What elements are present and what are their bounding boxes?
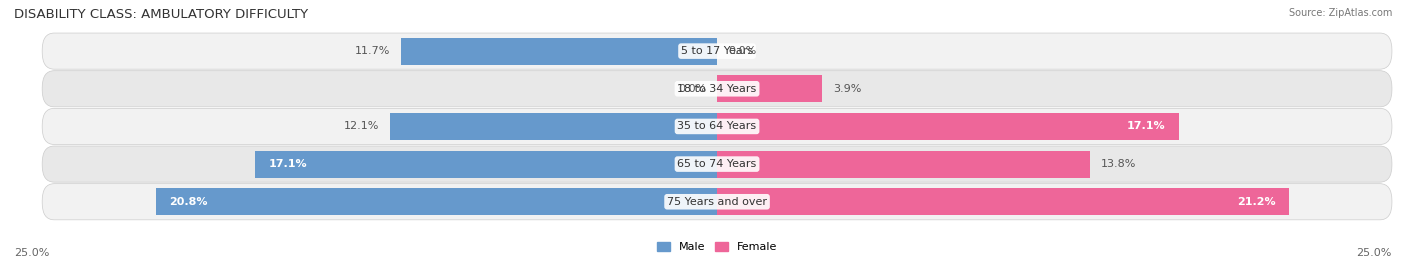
Text: 3.9%: 3.9% <box>834 84 862 94</box>
Bar <box>717 113 1178 140</box>
FancyBboxPatch shape <box>42 146 1392 182</box>
Text: 11.7%: 11.7% <box>356 46 391 56</box>
Text: 35 to 64 Years: 35 to 64 Years <box>678 121 756 132</box>
FancyBboxPatch shape <box>42 108 1392 144</box>
Text: 21.2%: 21.2% <box>1237 197 1275 207</box>
Bar <box>717 188 1289 215</box>
Text: 25.0%: 25.0% <box>14 248 49 258</box>
Text: Source: ZipAtlas.com: Source: ZipAtlas.com <box>1288 8 1392 18</box>
Text: 25.0%: 25.0% <box>1357 248 1392 258</box>
Text: 13.8%: 13.8% <box>1101 159 1136 169</box>
Text: 0.0%: 0.0% <box>678 84 706 94</box>
Bar <box>391 113 717 140</box>
Text: 5 to 17 Years: 5 to 17 Years <box>681 46 754 56</box>
Text: DISABILITY CLASS: AMBULATORY DIFFICULTY: DISABILITY CLASS: AMBULATORY DIFFICULTY <box>14 8 308 21</box>
Text: 18 to 34 Years: 18 to 34 Years <box>678 84 756 94</box>
FancyBboxPatch shape <box>42 184 1392 220</box>
Text: 17.1%: 17.1% <box>1126 121 1166 132</box>
Text: 0.0%: 0.0% <box>728 46 756 56</box>
Bar <box>156 188 717 215</box>
Text: 75 Years and over: 75 Years and over <box>666 197 768 207</box>
FancyBboxPatch shape <box>42 33 1392 69</box>
Bar <box>401 38 717 65</box>
FancyBboxPatch shape <box>42 71 1392 107</box>
Text: 12.1%: 12.1% <box>344 121 380 132</box>
Text: 17.1%: 17.1% <box>269 159 308 169</box>
Bar <box>256 151 717 178</box>
Text: 20.8%: 20.8% <box>169 197 208 207</box>
Bar <box>717 151 1090 178</box>
Legend: Male, Female: Male, Female <box>652 237 782 256</box>
Text: 65 to 74 Years: 65 to 74 Years <box>678 159 756 169</box>
Bar <box>717 75 823 102</box>
